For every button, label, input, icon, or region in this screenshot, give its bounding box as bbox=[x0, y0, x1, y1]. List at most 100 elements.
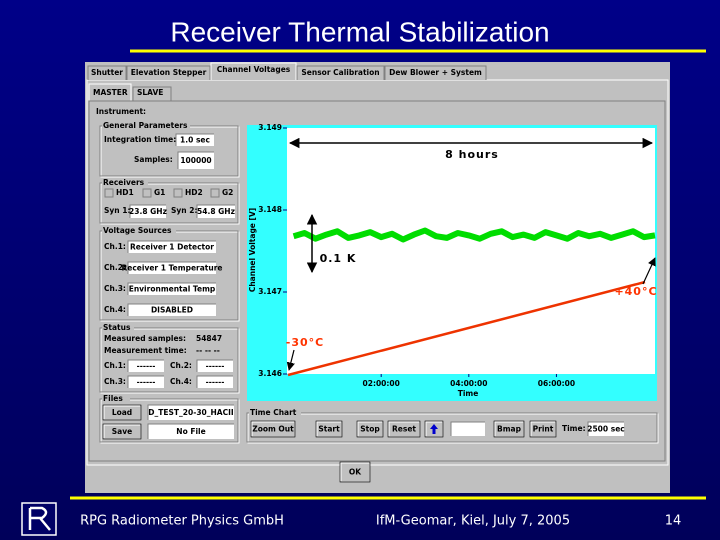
edge bbox=[127, 240, 216, 253]
arrow-icon[interactable] bbox=[430, 424, 438, 434]
tab-label[interactable]: Elevation Stepper bbox=[131, 68, 207, 77]
label: Ch.2: bbox=[104, 263, 126, 272]
checkbox[interactable] bbox=[210, 188, 220, 198]
edge bbox=[127, 303, 216, 316]
label: Time Chart bbox=[250, 408, 297, 417]
button-label[interactable]: Load bbox=[112, 408, 132, 417]
label: Voltage Sources bbox=[103, 226, 172, 235]
subtab-label[interactable]: MASTER bbox=[93, 88, 128, 97]
x-axis-label: Time bbox=[458, 389, 479, 398]
label: Integration time: bbox=[104, 135, 176, 144]
x-tick-label: 06:00:00 bbox=[538, 379, 575, 388]
x-tick-label: 04:00:00 bbox=[450, 379, 487, 388]
button[interactable] bbox=[529, 420, 557, 438]
label: 54847 bbox=[196, 334, 222, 343]
button[interactable] bbox=[339, 461, 371, 483]
field bbox=[197, 376, 233, 388]
button[interactable] bbox=[387, 420, 421, 438]
label: Syn 1: bbox=[104, 206, 130, 215]
annotation: -30°C bbox=[286, 336, 324, 349]
edge bbox=[388, 421, 419, 436]
label: Time: bbox=[562, 424, 586, 433]
group-box bbox=[99, 398, 239, 443]
field bbox=[130, 205, 166, 218]
group-title-bg bbox=[102, 394, 130, 404]
edge bbox=[316, 421, 341, 436]
edge bbox=[340, 462, 369, 481]
data-line bbox=[292, 227, 656, 243]
group-title-bg bbox=[102, 226, 176, 236]
label: General Parameters bbox=[103, 121, 188, 130]
edge bbox=[147, 423, 234, 439]
button[interactable] bbox=[315, 420, 343, 438]
group-box bbox=[100, 399, 240, 444]
button-label[interactable]: Save bbox=[112, 427, 132, 436]
pointer-arrow bbox=[642, 257, 656, 285]
button-label[interactable]: Bmap bbox=[497, 425, 522, 434]
tab-label[interactable]: Channel Voltages bbox=[217, 65, 291, 74]
checkbox[interactable] bbox=[173, 188, 183, 198]
button-label[interactable]: Reset bbox=[392, 425, 416, 434]
field-value: Receiver 1 Detector bbox=[130, 243, 214, 252]
button-label[interactable]: OK bbox=[349, 468, 362, 477]
subtab-label[interactable]: SLAVE bbox=[137, 88, 163, 97]
button-label[interactable]: Start bbox=[318, 425, 340, 434]
field-value: No File bbox=[176, 427, 205, 436]
button[interactable] bbox=[102, 423, 142, 440]
field-value: DISABLED bbox=[151, 306, 193, 315]
group-box bbox=[99, 327, 239, 393]
tab[interactable] bbox=[296, 65, 385, 80]
edge bbox=[103, 424, 140, 438]
button[interactable] bbox=[102, 404, 142, 421]
tab[interactable] bbox=[126, 65, 211, 80]
pointer-arrow bbox=[286, 349, 295, 371]
button[interactable] bbox=[493, 420, 525, 438]
field bbox=[197, 360, 233, 372]
edge bbox=[357, 421, 382, 436]
annotation: 8 hours bbox=[445, 148, 499, 161]
tab[interactable] bbox=[384, 65, 487, 80]
field bbox=[128, 283, 216, 295]
edge bbox=[127, 375, 164, 388]
edge bbox=[129, 204, 166, 218]
label: Ch.1: bbox=[104, 242, 126, 251]
time-chart: Channel Voltage [V] 3.146 3.147 3.148 3.149 0… bbox=[247, 123, 657, 401]
label: Ch.4: bbox=[104, 305, 126, 314]
tab-label[interactable]: Dew Blower + System bbox=[389, 68, 482, 77]
y-tick-label: 3.149 bbox=[258, 123, 282, 132]
tab-label[interactable]: Sensor Calibration bbox=[301, 68, 379, 77]
checkbox[interactable] bbox=[142, 188, 152, 198]
button[interactable] bbox=[356, 420, 384, 438]
tab[interactable] bbox=[210, 62, 297, 80]
label: Syn 2: bbox=[171, 206, 197, 215]
label: Measurement time: bbox=[104, 346, 187, 355]
plot-area bbox=[287, 128, 655, 374]
footer-event: IfM-Geomar, Kiel, July 7, 2005 bbox=[376, 514, 570, 529]
button[interactable] bbox=[250, 420, 296, 438]
field-value: D_TEST_20-30_HACII bbox=[148, 408, 234, 417]
field-value: ------ bbox=[137, 362, 156, 371]
group-title-bg bbox=[102, 323, 134, 333]
field bbox=[128, 304, 216, 316]
field bbox=[178, 152, 214, 169]
field-value: 2500 sec bbox=[587, 425, 624, 434]
field-value: Receiver 1 Temperature bbox=[121, 264, 222, 273]
y-axis-label: Channel Voltage [V] bbox=[248, 208, 257, 292]
edge bbox=[196, 359, 233, 372]
label: G2 bbox=[222, 188, 233, 197]
checkbox[interactable] bbox=[104, 188, 114, 198]
field bbox=[128, 262, 216, 274]
tab-label[interactable]: Shutter bbox=[91, 68, 123, 77]
field bbox=[128, 241, 216, 253]
logo bbox=[21, 502, 57, 536]
label: Instrument: bbox=[96, 107, 146, 116]
group-title-bg bbox=[102, 178, 148, 188]
button-label[interactable]: Stop bbox=[360, 425, 380, 434]
button-label[interactable]: Zoom Out bbox=[252, 425, 294, 434]
tab[interactable] bbox=[87, 65, 127, 80]
x-tick-label: 02:00:00 bbox=[363, 379, 400, 388]
edge bbox=[147, 404, 234, 420]
label: Ch.3: bbox=[104, 284, 126, 293]
button-label[interactable]: Print bbox=[533, 425, 554, 434]
